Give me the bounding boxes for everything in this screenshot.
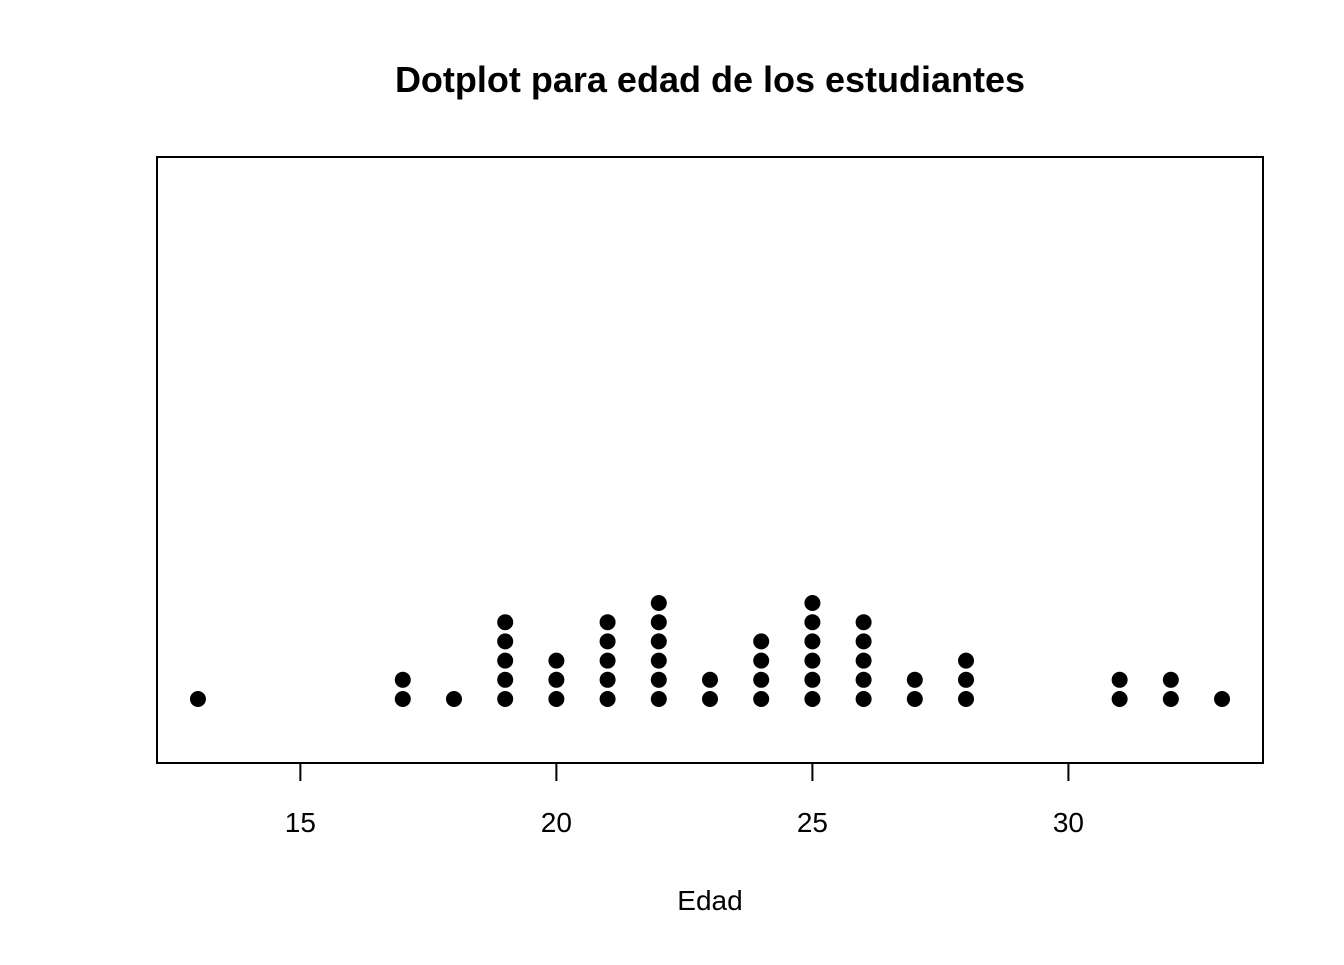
data-point-age-17-2 xyxy=(394,671,411,688)
data-point-age-20-2 xyxy=(548,671,565,688)
data-point-age-19-1 xyxy=(497,691,514,707)
chart-title: Dotplot para edad de los estudiantes xyxy=(395,59,1025,100)
data-point-age-22-5 xyxy=(650,614,667,631)
data-point-age-22-1 xyxy=(650,691,667,707)
data-point-age-19-4 xyxy=(497,633,514,650)
data-point-age-27-2 xyxy=(906,671,923,688)
data-point-age-26-5 xyxy=(855,614,872,631)
data-point-age-20-3 xyxy=(548,652,565,669)
data-point-age-22-2 xyxy=(650,671,667,688)
data-point-age-21-5 xyxy=(599,614,616,631)
data-point-age-19-5 xyxy=(497,614,514,631)
data-point-age-27-1 xyxy=(906,691,923,707)
data-point-age-23-1 xyxy=(702,691,718,707)
dots-layer xyxy=(189,595,1231,707)
data-point-age-20-1 xyxy=(548,691,565,707)
data-point-age-24-3 xyxy=(753,652,770,669)
data-point-age-22-4 xyxy=(650,633,667,650)
x-tick-label: 20 xyxy=(541,807,572,838)
data-point-age-31-2 xyxy=(1111,671,1128,688)
data-point-age-28-2 xyxy=(958,671,975,688)
data-point-age-21-1 xyxy=(599,691,616,707)
data-point-age-28-3 xyxy=(958,652,975,669)
x-axis: 15 20 25 30 xyxy=(285,763,1084,838)
data-point-age-21-4 xyxy=(599,633,616,650)
data-point-age-25-2 xyxy=(804,671,821,688)
data-point-age-25-6 xyxy=(804,595,821,611)
data-point-age-32-2 xyxy=(1162,671,1179,688)
plot-frame xyxy=(156,156,1264,764)
data-point-age-25-4 xyxy=(804,633,821,650)
data-point-age-21-2 xyxy=(599,671,616,688)
data-point-age-32-1 xyxy=(1162,691,1179,707)
data-point-age-24-4 xyxy=(753,633,770,650)
data-point-age-33-1 xyxy=(1214,691,1231,707)
data-point-age-21-3 xyxy=(599,652,616,669)
data-point-age-24-2 xyxy=(753,671,770,688)
data-point-age-26-1 xyxy=(855,691,872,707)
data-point-age-31-1 xyxy=(1111,691,1128,707)
data-point-age-26-4 xyxy=(855,633,872,650)
data-point-age-13-1 xyxy=(189,691,206,707)
data-point-age-22-3 xyxy=(650,652,667,669)
data-point-age-26-3 xyxy=(855,652,872,669)
data-point-age-17-1 xyxy=(394,691,411,707)
data-point-age-25-1 xyxy=(804,691,821,707)
x-tick-label: 15 xyxy=(285,807,316,838)
data-point-age-25-3 xyxy=(804,652,821,669)
data-point-age-24-1 xyxy=(753,691,770,707)
data-point-age-23-2 xyxy=(702,671,718,688)
data-point-age-19-3 xyxy=(497,652,514,669)
data-point-age-26-2 xyxy=(855,671,872,688)
data-point-age-19-2 xyxy=(497,671,514,688)
x-tick-label: 25 xyxy=(797,807,828,838)
data-point-age-18-1 xyxy=(445,691,462,707)
x-axis-label: Edad xyxy=(677,885,742,916)
x-tick-label: 30 xyxy=(1053,807,1084,838)
data-point-age-22-6 xyxy=(650,595,667,611)
data-point-age-25-5 xyxy=(804,614,821,631)
data-point-age-28-1 xyxy=(958,691,975,707)
